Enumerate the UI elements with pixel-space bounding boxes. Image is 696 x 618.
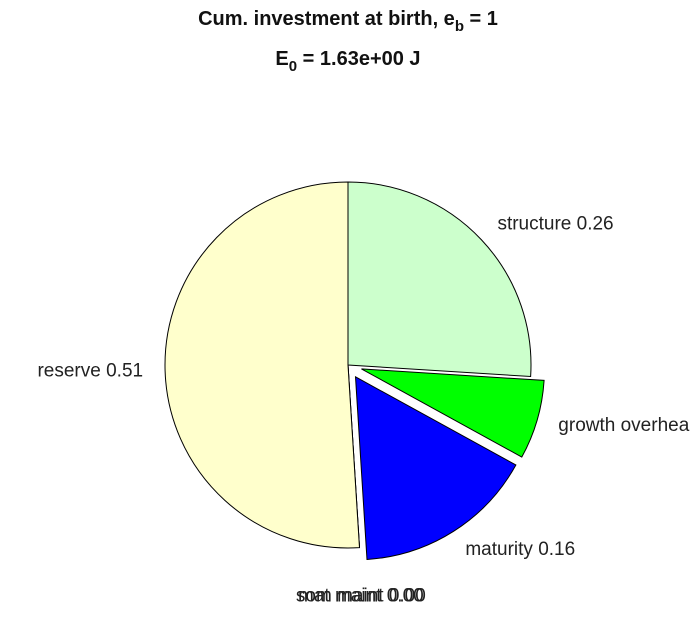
- pie-slice: [354, 375, 517, 560]
- pie-slice: [347, 181, 532, 378]
- slice-label: maturity 0.16: [465, 539, 575, 560]
- slice-label: growth overhea: [558, 415, 689, 436]
- title-text: Cum. investment at birth, e: [198, 8, 455, 30]
- title-text: = 1: [464, 8, 498, 30]
- slice-label: som maint 0.00: [296, 586, 426, 607]
- subtitle-text: E: [275, 48, 288, 70]
- slice-label: mat maint 0.00: [298, 586, 424, 607]
- title-subscript: b: [455, 18, 464, 35]
- chart-title: Cum. investment at birth, eb = 1: [198, 8, 498, 35]
- slice-label: structure 0.26: [497, 214, 613, 235]
- pie-slice: [361, 368, 545, 458]
- chart-subtitle: E0 = 1.63e+00 J: [275, 48, 420, 75]
- subtitle-text: = 1.63e+00 J: [297, 48, 420, 70]
- subtitle-subscript: 0: [289, 58, 297, 75]
- slice-label: reserve 0.51: [37, 360, 143, 381]
- pie-slice: [164, 181, 361, 549]
